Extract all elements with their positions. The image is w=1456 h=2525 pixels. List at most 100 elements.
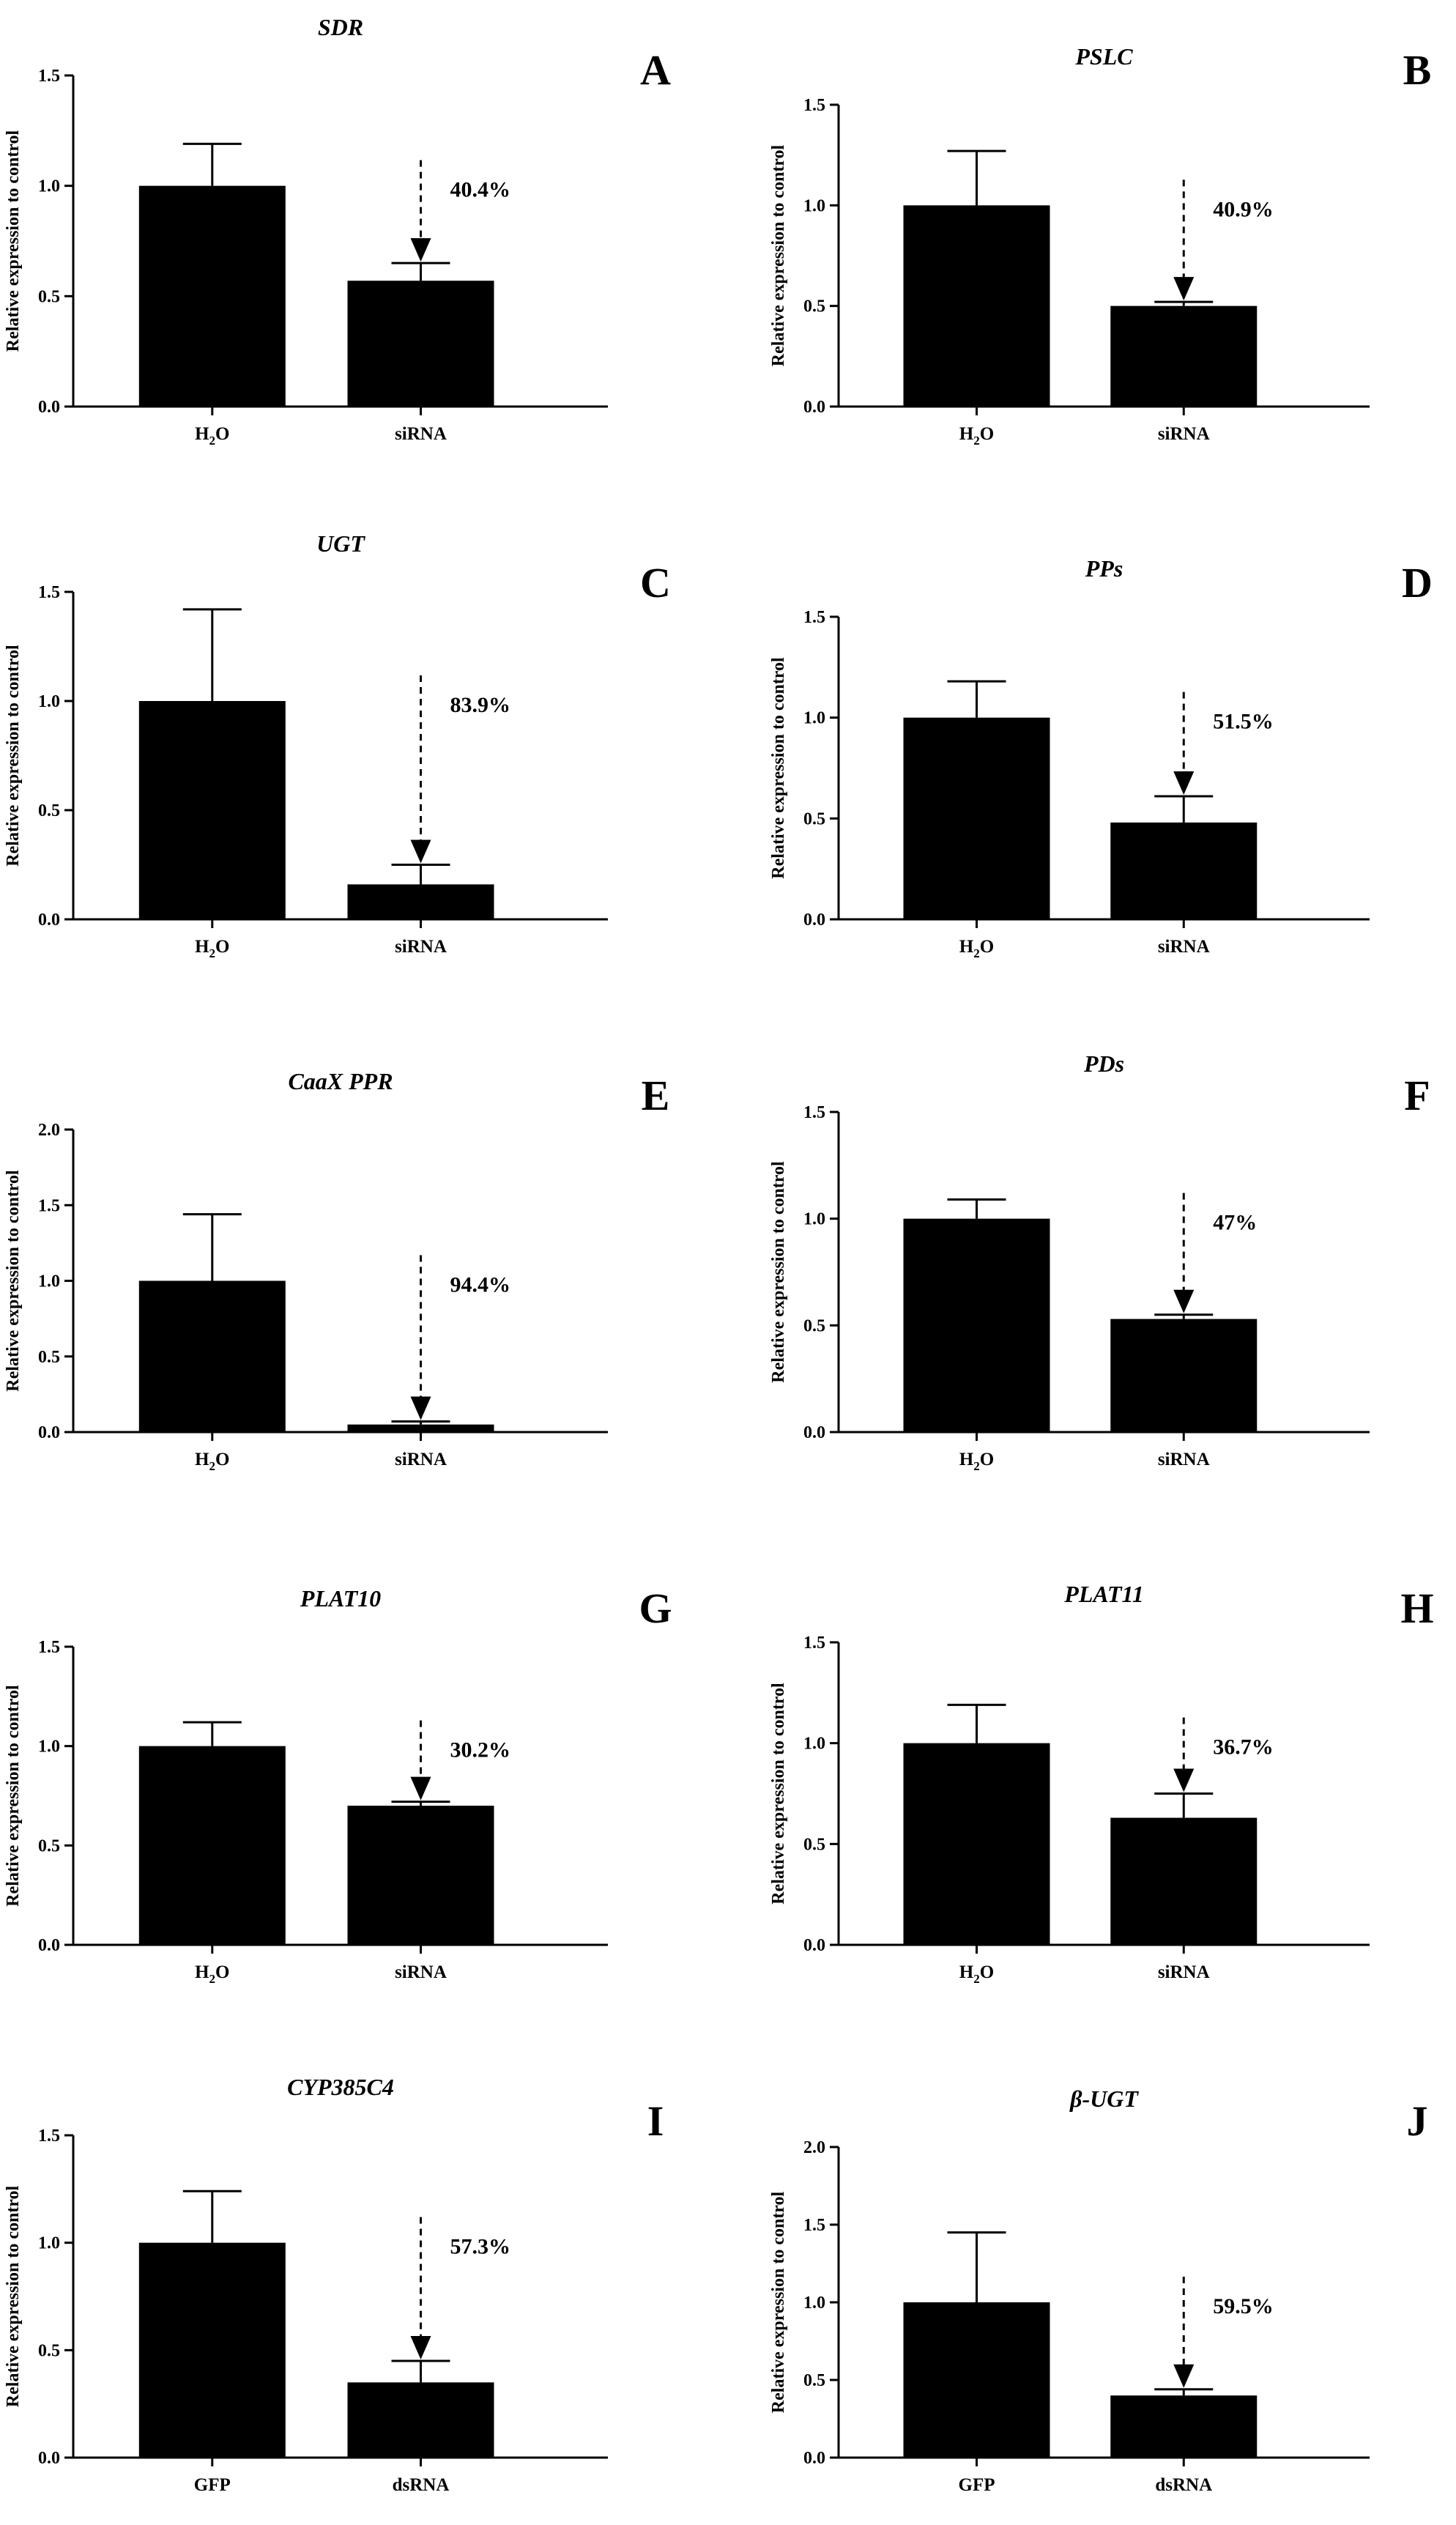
y-tick-label: 1.5 <box>38 583 60 602</box>
y-tick-label: 1.5 <box>803 96 825 115</box>
y-tick-label: 1.0 <box>38 177 60 196</box>
y-tick-label: 1.5 <box>803 608 825 627</box>
panel-a: SDR A 0.0 0.5 1.0 1.5 Relative expression to c… <box>4 14 671 448</box>
y-tick-label: 1.0 <box>38 2234 60 2253</box>
chart-title: PPs <box>1085 555 1123 582</box>
chart-title: CaaX PPR <box>288 1068 393 1094</box>
x-tick-label-h2o: H2O <box>959 424 994 448</box>
panel-c: UGT C 0.0 0.5 1.0 1.5 Relative expression to c… <box>4 530 671 960</box>
reduction-arrow-head <box>1173 1289 1195 1313</box>
y-tick-label: 1.5 <box>803 2216 825 2235</box>
panel-e: CaaX PPR E 0.0 0.5 1.0 1.5 2.0 Relative express… <box>4 1068 669 1473</box>
y-tick-label: 0.5 <box>803 1316 825 1335</box>
y-tick-label: 1.5 <box>803 1634 825 1653</box>
y-tick-label: 0.5 <box>38 2341 60 2360</box>
y-tick-label: 0.5 <box>803 2371 825 2390</box>
panel-letter: F <box>1404 1072 1430 1119</box>
reduction-percent: 40.9% <box>1213 197 1274 221</box>
chart-title: PDs <box>1083 1050 1124 1077</box>
panel-b: PSLC B 0.0 0.5 1.0 1.5 Relative expression to … <box>769 43 1431 448</box>
x-tick-label-sirna: siRNA <box>1158 424 1210 444</box>
reduction-percent: 47% <box>1213 1211 1257 1235</box>
y-tick-label: 0.5 <box>38 1348 60 1367</box>
y-tick-label: 0.0 <box>38 398 60 417</box>
y-tick-label: 1.0 <box>803 1210 825 1229</box>
bar-sirna <box>1110 1817 1258 1945</box>
y-tick-label: 0.5 <box>803 297 825 316</box>
chart-title: SDR <box>318 14 363 40</box>
reduction-arrow-head <box>1173 771 1195 796</box>
reduction-percent: 94.4% <box>450 1273 511 1297</box>
panel-letter: D <box>1402 559 1433 607</box>
y-tick-label: 1.5 <box>38 1638 60 1657</box>
x-tick-label-h2o: H2O <box>959 1962 994 1986</box>
y-axis-label: Relative expression to control <box>4 130 23 352</box>
panel-letter: I <box>647 2097 664 2145</box>
y-tick-label: 1.5 <box>38 67 60 86</box>
x-tick-label-sirna: siRNA <box>395 937 447 957</box>
reduction-percent: 51.5% <box>1213 710 1274 734</box>
reduction-arrow-head <box>410 1776 431 1801</box>
x-tick-label-gfp: GFP <box>959 2475 995 2495</box>
reduction-percent: 83.9% <box>450 693 511 717</box>
chart-title: β-UGT <box>1069 2085 1139 2112</box>
bar-sirna <box>347 1424 494 1432</box>
y-axis-label: Relative expression to control <box>769 2191 788 2413</box>
x-tick-label-h2o: H2O <box>195 937 229 960</box>
y-tick-label: 0.0 <box>803 1423 825 1442</box>
x-tick-label-sirna: siRNA <box>1158 1962 1210 1982</box>
panel-h: PLAT11 H 0.0 0.5 1.0 1.5 Relative expression t… <box>769 1581 1434 1986</box>
bar-h2o <box>138 1746 286 1945</box>
x-tick-label-sirna: siRNA <box>1158 937 1210 957</box>
y-tick-label: 0.5 <box>38 801 60 820</box>
panel-d: PPs D 0.0 0.5 1.0 1.5 Relative expression to c… <box>769 555 1433 960</box>
reduction-arrow-head <box>410 2336 431 2359</box>
panel-letter: B <box>1403 46 1432 94</box>
y-tick-label: 1.0 <box>803 709 825 728</box>
reduction-arrow-head <box>1173 2364 1195 2388</box>
panel-j: β-UGT J 0.0 0.5 1.0 1.5 2.0 Relative expression… <box>769 2085 1428 2495</box>
y-tick-label: 1.0 <box>803 1735 825 1754</box>
x-tick-label-dsrna: dsRNA <box>1155 2475 1212 2495</box>
bar-h2o <box>903 1218 1050 1432</box>
y-tick-label: 0.0 <box>803 398 825 417</box>
x-tick-label-sirna: siRNA <box>395 1450 447 1469</box>
bar-h2o <box>138 185 286 407</box>
panel-letter: G <box>639 1584 672 1632</box>
reduction-arrow-head <box>410 1396 431 1420</box>
x-tick-label-h2o: H2O <box>195 1962 229 1986</box>
y-tick-label: 0.5 <box>38 1836 60 1855</box>
bar-h2o <box>138 701 286 919</box>
y-axis-label: Relative expression to control <box>4 645 23 867</box>
panel-g: PLAT10 G 0.0 0.5 1.0 1.5 Relative expression t… <box>4 1584 672 1986</box>
y-tick-label: 0.0 <box>803 2449 825 2468</box>
x-tick-label-h2o: H2O <box>195 1450 229 1473</box>
y-axis-label: Relative expression to control <box>769 144 788 366</box>
bar-h2o <box>903 1743 1050 1945</box>
y-tick-label: 0.5 <box>803 809 825 828</box>
panel-letter: E <box>642 1072 670 1119</box>
bar-sirna <box>347 884 494 919</box>
y-axis-label: Relative expression to control <box>769 657 788 879</box>
y-tick-label: 0.0 <box>803 1936 825 1955</box>
chart-title: CYP385C4 <box>287 2074 394 2100</box>
bar-gfp <box>903 2302 1050 2458</box>
y-tick-label: 1.5 <box>38 1196 60 1215</box>
y-tick-label: 1.0 <box>803 196 825 215</box>
y-tick-label: 1.0 <box>38 1272 60 1291</box>
bar-sirna <box>1110 305 1258 407</box>
panel-i: CYP385C4 I 0.0 0.5 1.0 1.5 Relative expression… <box>4 2074 664 2495</box>
chart-title: PLAT11 <box>1063 1581 1143 1607</box>
panel-letter: J <box>1407 2097 1428 2145</box>
chart-title: PSLC <box>1074 43 1133 70</box>
reduction-percent: 59.5% <box>1213 2294 1274 2318</box>
reduction-arrow-head <box>1173 1768 1195 1792</box>
y-axis-label: Relative expression to control <box>769 1683 788 1905</box>
x-tick-label-sirna: siRNA <box>395 424 447 444</box>
x-tick-label-sirna: siRNA <box>395 1962 447 1982</box>
y-tick-label: 0.5 <box>803 1835 825 1854</box>
panel-f: PDs F 0.0 0.5 1.0 1.5 Relative expression to c… <box>769 1050 1430 1473</box>
x-tick-label-h2o: H2O <box>959 1450 994 1473</box>
bar-sirna <box>1110 1319 1258 1432</box>
